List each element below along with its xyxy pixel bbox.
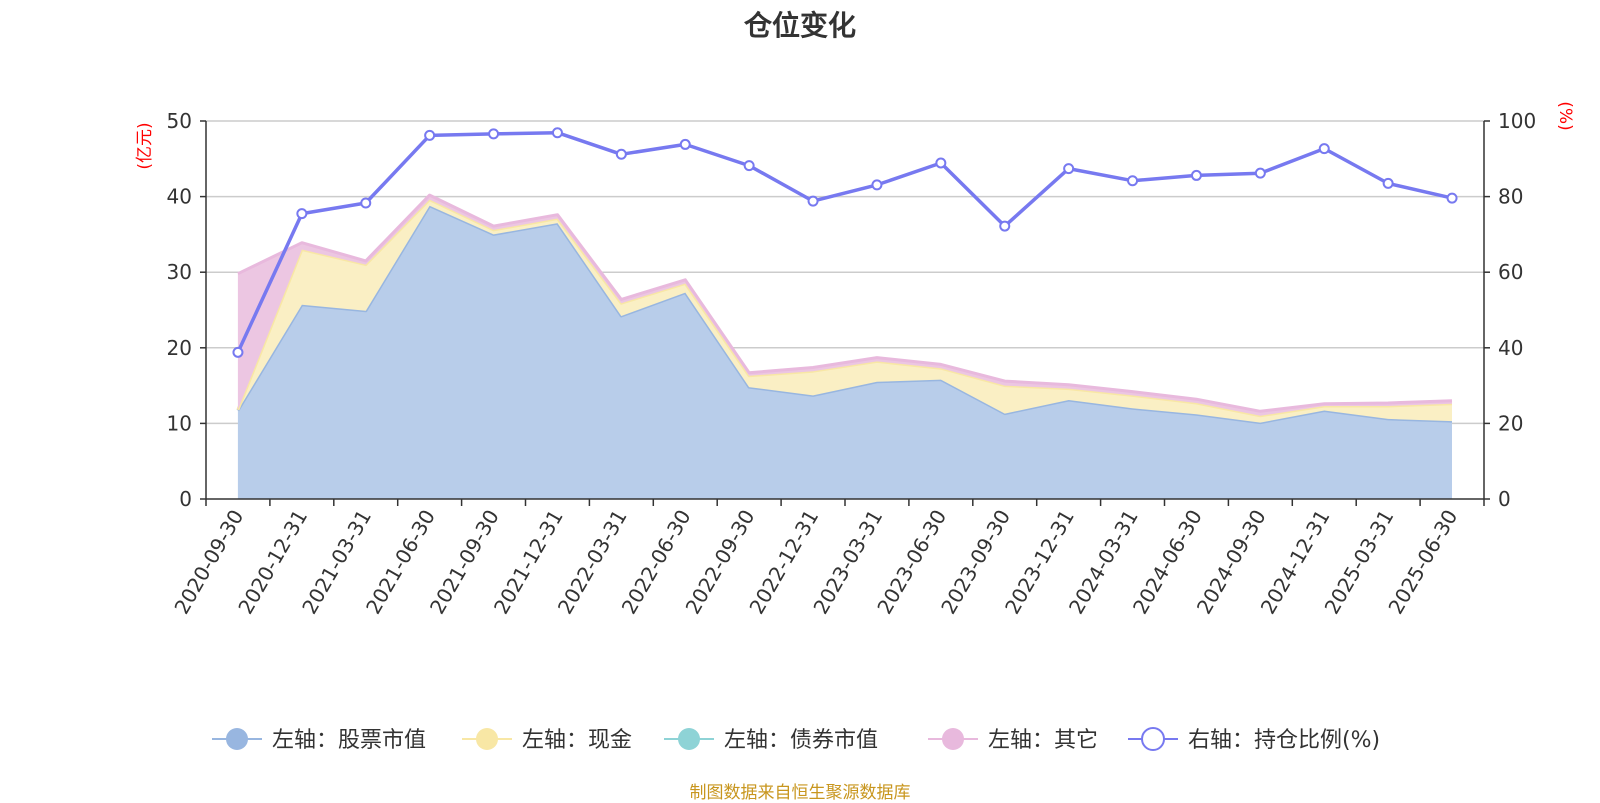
ratio-point (807, 195, 819, 207)
ratio-point (999, 220, 1011, 232)
legend-label: 左轴：现金 (522, 728, 632, 753)
legend-marker (476, 728, 498, 750)
left-tick-label: 0 (179, 487, 192, 511)
ratio-point (935, 157, 947, 169)
legend-item-1: 左轴：现金 (462, 728, 632, 753)
right-tick-label: 0 (1498, 487, 1511, 511)
right-tick-label: 40 (1498, 336, 1523, 360)
legend-marker (1141, 727, 1165, 751)
left-tick-label: 30 (167, 260, 192, 284)
legend-marker (678, 728, 700, 750)
area-series-edge-0 (236, 204, 1453, 425)
right-tick-label: 100 (1498, 109, 1536, 133)
ratio-point (296, 208, 308, 220)
ratio-point (1318, 143, 1330, 155)
source-footer: 制图数据来自恒生聚源数据库 (689, 783, 911, 803)
chart-title: 仓位变化 (743, 9, 856, 42)
area-series-0 (237, 205, 1452, 499)
legend-label: 右轴：持仓比例(%) (1188, 728, 1380, 753)
legend-label: 左轴：债券市值 (724, 728, 878, 753)
legend-item-3: 左轴：其它 (928, 728, 1098, 753)
ratio-point (1446, 192, 1458, 204)
area-series-1 (237, 199, 1452, 423)
right-tick-label: 80 (1498, 185, 1523, 209)
right-tick-label: 20 (1498, 411, 1523, 435)
left-tick-label: 40 (167, 185, 192, 209)
ratio-point (1127, 175, 1139, 187)
ratio-point (615, 148, 627, 160)
stacked-areas (236, 193, 1453, 499)
ratio-point (679, 138, 691, 150)
legend-marker (942, 728, 964, 750)
ratio-point (1063, 163, 1075, 175)
legend-item-4: 右轴：持仓比例(%) (1128, 727, 1380, 753)
legend-item-2: 左轴：债券市值 (664, 728, 878, 753)
ratio-point (1254, 167, 1266, 179)
ratio-point (488, 128, 500, 140)
left-tick-label: 50 (167, 109, 192, 133)
ratio-point (871, 179, 883, 191)
legend-marker (226, 728, 248, 750)
ratio-point (232, 346, 244, 358)
left-axis-name: (亿元) (135, 122, 155, 169)
area-series-edge-3 (237, 193, 1453, 413)
left-tick-label: 20 (167, 336, 192, 360)
legend-label: 左轴：其它 (988, 728, 1098, 753)
ratio-point (743, 160, 755, 172)
left-tick-label: 10 (167, 411, 192, 435)
ratio-point (424, 129, 436, 141)
right-axis-name: (%) (1555, 101, 1575, 130)
ratio-point (360, 197, 372, 209)
ratio-point (551, 127, 563, 139)
legend: 左轴：股票市值 左轴：现金 左轴：债券市值 左轴：其它 右轴：持仓比例(%) (212, 727, 1380, 753)
ratio-line (236, 130, 1453, 354)
legend-label: 左轴：股票市值 (272, 728, 426, 753)
ratio-point (1382, 177, 1394, 189)
ratio-point (1190, 169, 1202, 181)
legend-item-0: 左轴：股票市值 (212, 728, 426, 753)
position-ratio-line (232, 127, 1458, 358)
right-tick-label: 60 (1498, 260, 1523, 284)
